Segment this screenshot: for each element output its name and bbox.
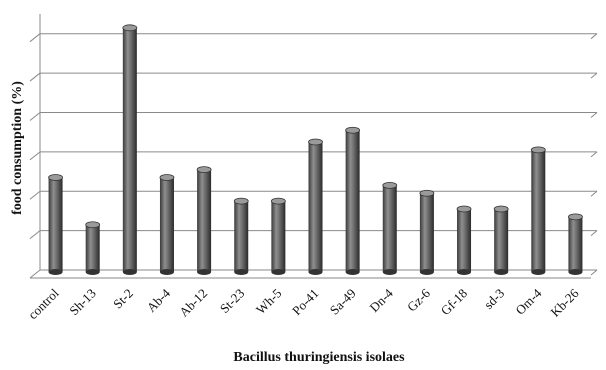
axes <box>30 14 591 279</box>
bar <box>493 205 509 275</box>
x-tick-label: Gf-18 <box>438 286 471 319</box>
x-tick-label: St-2 <box>110 286 136 312</box>
bar <box>419 189 435 275</box>
bars <box>48 24 583 275</box>
x-tick-label: St-23 <box>217 286 248 317</box>
bar <box>48 174 63 275</box>
x-tick-label: Dn-4 <box>366 285 396 315</box>
bar <box>382 181 398 275</box>
x-tick-label: Kb-26 <box>547 285 581 319</box>
x-tick-label: Po-41 <box>289 286 322 319</box>
bar <box>159 174 175 275</box>
gridline <box>29 111 598 121</box>
x-tick-label: Wh-5 <box>253 286 285 318</box>
x-tick-label: Sh-13 <box>66 286 99 319</box>
bar <box>568 213 583 275</box>
bar <box>196 166 212 275</box>
x-tick-label: Om-4 <box>512 285 544 317</box>
x-tick-label: Ab-12 <box>176 286 210 320</box>
x-tick-label: control <box>25 285 62 322</box>
bar <box>345 126 361 275</box>
x-axis-title: Bacillus thuringiensis isolaes <box>233 350 405 365</box>
bar <box>85 221 101 275</box>
bar <box>456 205 472 275</box>
x-tick-label: Gz-6 <box>404 285 433 314</box>
bar <box>308 138 323 275</box>
bar <box>122 24 138 275</box>
bar <box>233 197 249 275</box>
x-tick-labels: control Sh-13 St-2 Ab-4 Ab-12 St-23 Wh-5 Po-41 S… <box>25 285 582 322</box>
gridline <box>29 72 598 82</box>
x-tick-label: sd-3 <box>481 286 507 312</box>
bar <box>270 197 286 275</box>
x-tick-label: Ab-4 <box>144 285 174 315</box>
gridline <box>29 33 598 43</box>
x-tick-label: Sa-49 <box>327 286 359 318</box>
bar <box>530 146 546 275</box>
y-axis-title: food consumption (%) <box>10 81 25 215</box>
